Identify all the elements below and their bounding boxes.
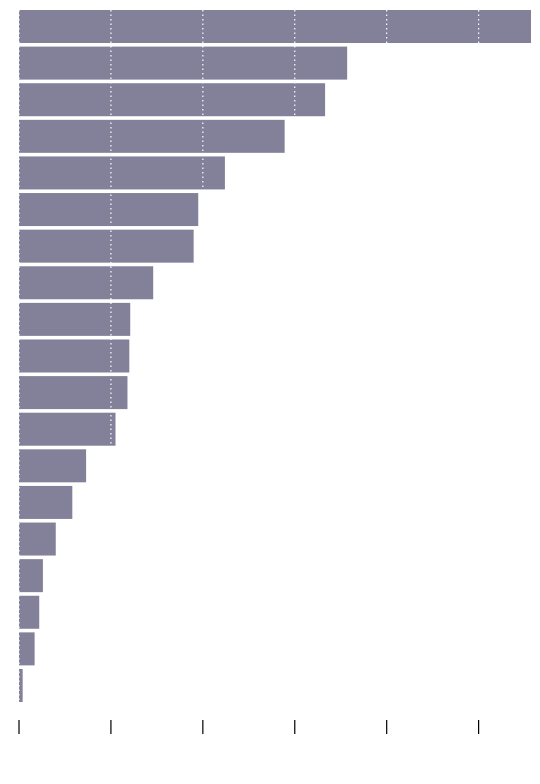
bar [19,632,35,666]
bar [19,595,40,629]
bar [19,302,131,336]
bar [19,83,326,117]
bar [19,559,43,593]
bar [19,193,199,227]
bar [19,485,73,519]
bar [19,376,128,410]
bar [19,229,194,263]
bar [19,119,285,153]
bar [19,266,154,300]
bar [19,668,23,702]
bar [19,449,87,483]
bar [19,339,130,373]
bar [19,46,348,80]
bar [19,10,531,43]
bar [19,412,116,446]
bar [19,156,225,190]
bar [19,522,56,556]
